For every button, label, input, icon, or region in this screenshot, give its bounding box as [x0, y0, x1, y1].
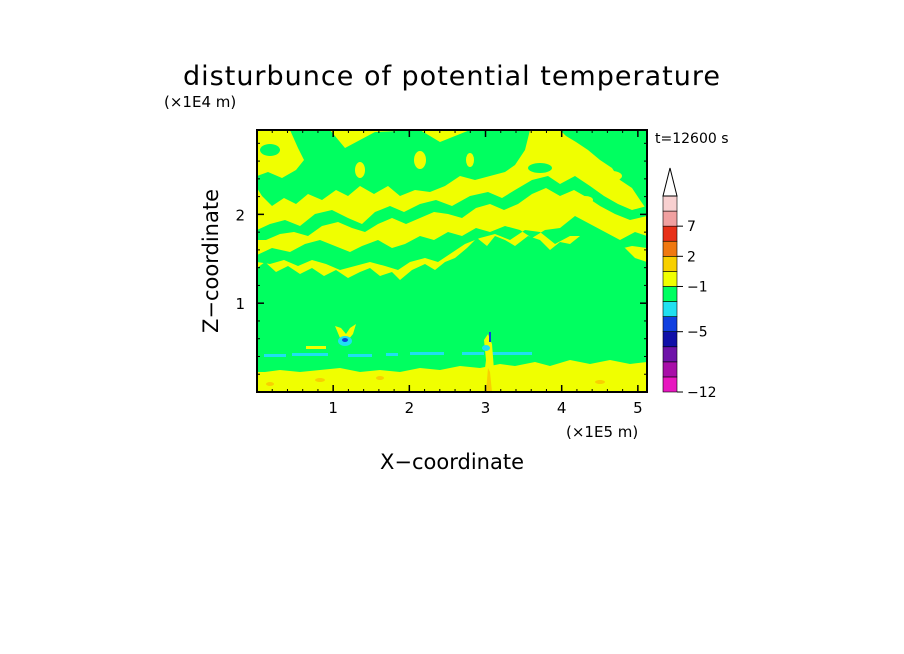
colorbar-swatch [662, 286, 678, 302]
orange-spot [266, 382, 274, 386]
plot-frame [256, 129, 648, 393]
x-tick-label: 2 [405, 399, 415, 417]
colorbar-swatch [662, 361, 678, 378]
x-unit-label: (×1E5 m) [566, 423, 638, 441]
green-speck [414, 151, 426, 169]
yellow-chevron [335, 324, 356, 340]
colorbar-swatch [662, 331, 678, 348]
orange-plume [486, 368, 492, 392]
green-band-upper-3 [257, 130, 530, 206]
axes: 1 2 3 4 5 1 2 [235, 130, 647, 417]
colorbar: 7 2 −1 −5 −12 [662, 167, 717, 401]
colorbar-swatch [662, 316, 678, 332]
colorbar-label: 7 [687, 219, 696, 235]
green-band-upper-1 [257, 216, 647, 270]
x-tick-label: 4 [557, 399, 567, 417]
colorbar-label: −1 [687, 279, 708, 295]
contour-field [257, 130, 647, 392]
green-speck [466, 153, 474, 167]
chart-title: disturbunce of potential temperature [183, 61, 721, 92]
cyan-streak [348, 354, 372, 357]
colorbar-label: 2 [687, 249, 696, 265]
green-band-upper-2 [257, 176, 647, 240]
colorbar-swatch [662, 210, 678, 227]
colorbar-swatch [662, 195, 678, 212]
colorbar-swatch [662, 346, 678, 363]
colorbar-swatch [662, 225, 678, 242]
green-speck [602, 171, 622, 181]
colorbar-swatch [662, 271, 678, 287]
colorbar-swatch [662, 256, 678, 272]
colorbar-extend-arrow [662, 167, 678, 197]
orange-spot [595, 380, 605, 384]
blue-cell [489, 332, 491, 342]
colorbar-swatch [662, 301, 678, 317]
cyan-cell [482, 345, 490, 351]
orange-spot [315, 378, 325, 382]
colorbar-swatch [662, 240, 678, 257]
green-speck [260, 144, 280, 156]
x-tick-label: 5 [633, 399, 643, 417]
orange-spot [376, 376, 384, 380]
y-tick-label: 1 [235, 295, 245, 313]
y-axis-label: Z−coordinate [199, 189, 223, 333]
y-tick-label: 2 [235, 206, 245, 224]
cyan-streak [462, 352, 484, 355]
y-unit-label: (×1E4 m) [164, 93, 236, 111]
colorbar-swatch [662, 376, 678, 393]
x-tick-label: 1 [328, 399, 338, 417]
yellow-streak [306, 346, 326, 349]
cyan-streak [292, 353, 328, 356]
cyan-streak [410, 352, 444, 355]
green-speck [528, 163, 552, 173]
x-tick-label: 3 [481, 399, 491, 417]
colorbar-label: −12 [687, 385, 717, 401]
green-speck [355, 162, 365, 178]
blue-cell [342, 338, 348, 342]
time-label: t=12600 s [655, 131, 729, 147]
colorbar-label: −5 [687, 325, 708, 341]
green-mid-layer [257, 228, 647, 372]
cyan-streak [264, 354, 286, 357]
x-axis-label: X−coordinate [380, 450, 524, 474]
green-top-right [560, 130, 647, 210]
green-speck [577, 196, 593, 204]
cyan-streak [492, 352, 532, 355]
cyan-streak [386, 353, 398, 356]
yellow-surface-layer [257, 360, 647, 392]
